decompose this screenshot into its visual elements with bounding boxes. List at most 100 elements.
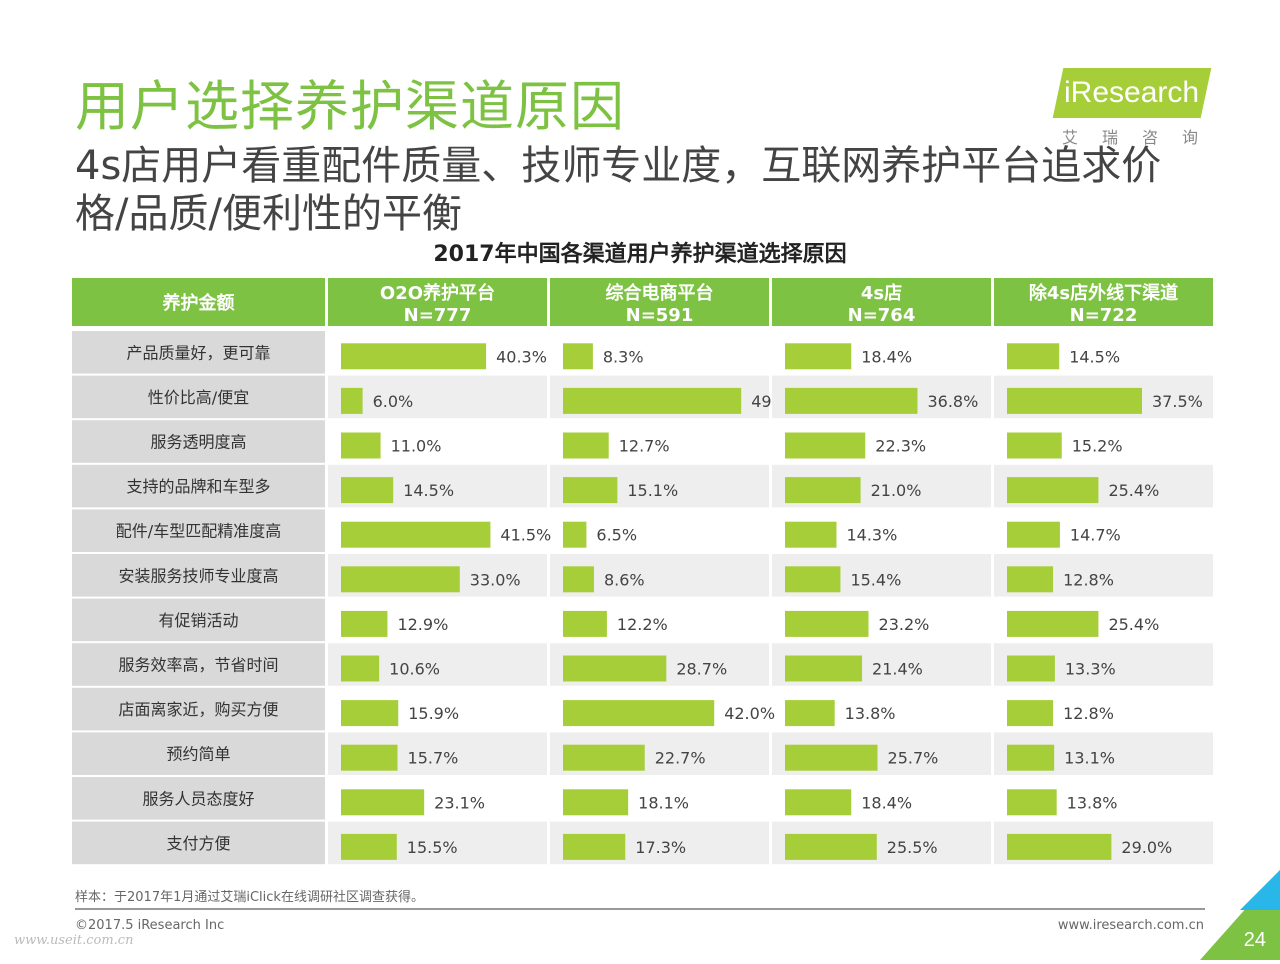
series-n-label: N=722 [1070,305,1138,326]
bar [1007,432,1062,459]
bar [563,521,587,548]
bar [341,432,381,459]
bar [785,700,835,727]
value-label: 23.2% [879,615,930,634]
website-link[interactable]: www.iresearch.com.cn [1057,918,1204,933]
value-label: 12.7% [619,437,670,456]
iresearch-logo: iResearch 艾瑞咨询 [1052,68,1218,148]
bar [785,789,852,816]
value-label: 40.3% [496,347,547,366]
value-label: 18.4% [861,347,912,366]
row-label-cell [72,554,325,597]
bar [1007,833,1112,860]
bar [1007,744,1055,771]
bar [563,477,618,504]
bar [563,610,607,637]
header-cell-series-3 [994,278,1213,326]
value-label: 13.8% [845,704,896,723]
category-label: 服务人员态度好 [142,789,254,808]
value-label: 25.7% [888,749,939,768]
value-label: 14.7% [1070,526,1121,545]
row-label-cell [72,464,325,508]
value-label: 8.3% [603,347,644,366]
value-label: 14.3% [846,526,897,545]
category-label: 服务透明度高 [150,433,246,452]
value-label: 8.6% [604,570,645,589]
category-label: 服务效率高，节省时间 [118,656,278,675]
chart-title: 2017年中国各渠道用户养护渠道选择原因 [433,242,847,267]
bar [785,521,837,548]
series-name: 除4s店外线下渠道 [1029,282,1178,304]
value-label: 22.3% [875,437,926,456]
value-label: 12.8% [1063,570,1114,589]
bar [785,566,841,593]
bar [341,833,397,860]
value-label: 42.0% [724,704,775,723]
category-label: 性价比高/便宜 [148,388,249,407]
header-cell-row-header [72,278,325,326]
value-label: 36.8% [927,392,978,411]
value-label: 6.0% [373,392,414,411]
bar [341,477,394,504]
value-label: 25.4% [1108,481,1159,500]
category-label: 支付方便 [166,834,230,853]
category-label: 安装服务技师专业度高 [118,566,278,585]
footer-divider [75,908,1205,910]
category-label: 支持的品牌和车型多 [126,477,270,496]
value-label: 15.1% [627,481,678,500]
value-label: 29.0% [1121,838,1172,857]
row-label-cell [72,331,325,374]
bar [785,655,863,682]
series-n-label: N=764 [848,305,916,326]
series-n-label: N=777 [404,305,472,326]
row-band [328,375,547,419]
row-label-cell [72,643,325,686]
row-label-cell [72,509,325,552]
bar [785,610,869,637]
page-corner: 24 [1200,870,1280,960]
footnote: 样本：于2017年1月通过艾瑞iClick在线调研社区调查获得。 [75,890,424,905]
bar [341,566,460,593]
bar [1007,521,1060,548]
bar [341,655,380,682]
bar [1007,655,1055,682]
value-label: 13.1% [1064,749,1115,768]
page-subtitle: 4s店用户看重配件质量、技师专业度，互联网养护平台追求价格/品质/便利性的平衡 [75,143,1162,237]
row-label-cell [72,732,325,775]
category-label: 预约简单 [166,745,230,764]
value-label: 21.0% [871,481,922,500]
header-cell-series-0 [328,278,547,326]
value-label: 28.7% [676,660,727,679]
category-label: 产品质量好，更可靠 [126,343,270,362]
bar [1007,387,1142,414]
bar [563,566,594,593]
bar [341,744,398,771]
bar [785,477,861,504]
bar [785,744,878,771]
value-label: 12.8% [1063,704,1114,723]
bar [563,387,742,414]
bar [563,343,593,370]
value-label: 15.5% [407,838,458,857]
logo-brand: iResearch [1064,76,1200,109]
value-label: 14.5% [1069,347,1120,366]
value-label: 12.9% [397,615,448,634]
bar [563,700,715,727]
value-label: 15.2% [1072,437,1123,456]
logo-cn: 艾瑞咨询 [1062,128,1223,147]
row-label-cell [72,375,325,419]
bar [341,521,491,548]
header-cell-series-1 [550,278,769,326]
bar [563,833,626,860]
series-name: 综合电商平台 [606,282,714,304]
value-label: 23.1% [434,793,485,812]
value-label: 13.3% [1065,660,1116,679]
row-label-cell [72,777,325,820]
bar [785,432,866,459]
bar [1007,789,1057,816]
value-label: 25.5% [887,838,938,857]
value-label: 15.4% [850,570,901,589]
bar [341,387,363,414]
value-label: 6.5% [596,526,637,545]
